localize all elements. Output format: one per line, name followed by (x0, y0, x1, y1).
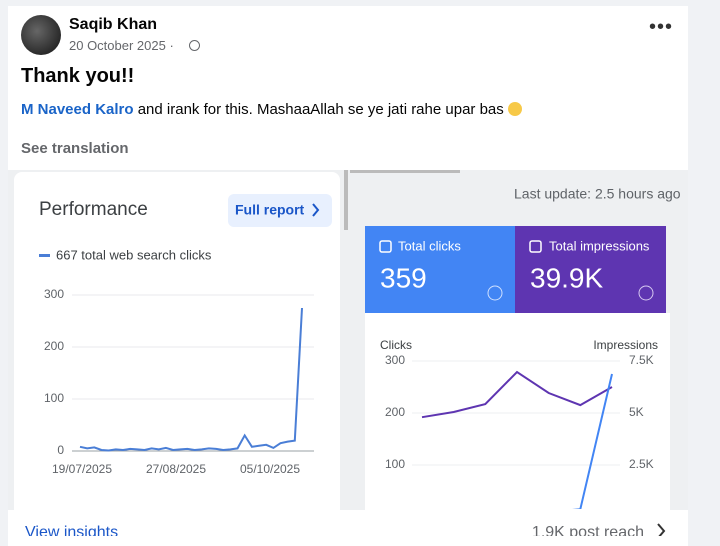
view-insights[interactable]: View insights (25, 524, 118, 536)
y2-tick-label: 5K (629, 405, 644, 419)
x-tick-label: 19/07/2025 (52, 462, 112, 476)
author[interactable]: Saqib Khan (69, 16, 158, 33)
y-tick-label: 200 (44, 339, 64, 353)
scrollbar (344, 170, 348, 230)
clicks-value: 359 (380, 262, 427, 293)
footer-bar (8, 510, 688, 536)
y-tick-label: 200 (385, 405, 405, 419)
emoji (507, 102, 522, 116)
see-translation[interactable]: See translation (21, 140, 129, 157)
full-report-label[interactable]: Full report (235, 202, 305, 218)
scrollbar-top (350, 170, 460, 173)
last-update: Last update: 2.5 hours ago (514, 186, 681, 202)
chevron (312, 203, 320, 217)
performance-title: Performance (39, 199, 148, 220)
impressions-value: 39.9K (530, 262, 603, 293)
x-tick-label: 27/08/2025 (146, 462, 206, 476)
checkbox[interactable] (529, 240, 542, 253)
full-report-button[interactable] (228, 194, 332, 227)
avatar[interactable] (21, 15, 61, 55)
impressions-line (421, 370, 613, 419)
trend-lines (421, 370, 613, 509)
performance-card (14, 172, 340, 517)
y-tick-label: 300 (385, 353, 405, 367)
y-tick-label: 100 (385, 457, 405, 471)
post-date[interactable]: 20 October 2025 · (69, 38, 174, 53)
y-tick-label: 300 (44, 287, 64, 301)
post-reach: 1.9K post reach (532, 524, 644, 536)
x-tick-label: 05/10/2025 (240, 462, 300, 476)
legend-swatch (39, 254, 50, 257)
help-icon[interactable] (487, 285, 503, 301)
help-icon[interactable] (638, 285, 654, 301)
clicks-line (79, 307, 303, 452)
impressions-label: Total impressions (549, 238, 650, 253)
post-text-line: M Naveed Kalro and irank for this. Masha… (21, 101, 522, 118)
post-text: and irank for this. MashaaAllah se ye ja… (137, 101, 504, 118)
y-axis-title: Clicks (380, 338, 412, 352)
mention[interactable]: M Naveed Kalro (21, 101, 134, 118)
y-tick-label: 0 (57, 443, 64, 457)
audience-icon (189, 40, 200, 51)
y2-axis-title: Impressions (593, 338, 658, 352)
post-title: Thank you!! (21, 65, 135, 87)
y2-tick-label: 2.5K (629, 457, 654, 471)
clicks-label: Total clicks (398, 238, 461, 253)
y2-tick-label: 7.5K (629, 353, 654, 367)
legend-label: 667 total web search clicks (56, 247, 212, 262)
y-tick-label: 100 (44, 391, 64, 405)
checkbox[interactable] (379, 240, 392, 253)
